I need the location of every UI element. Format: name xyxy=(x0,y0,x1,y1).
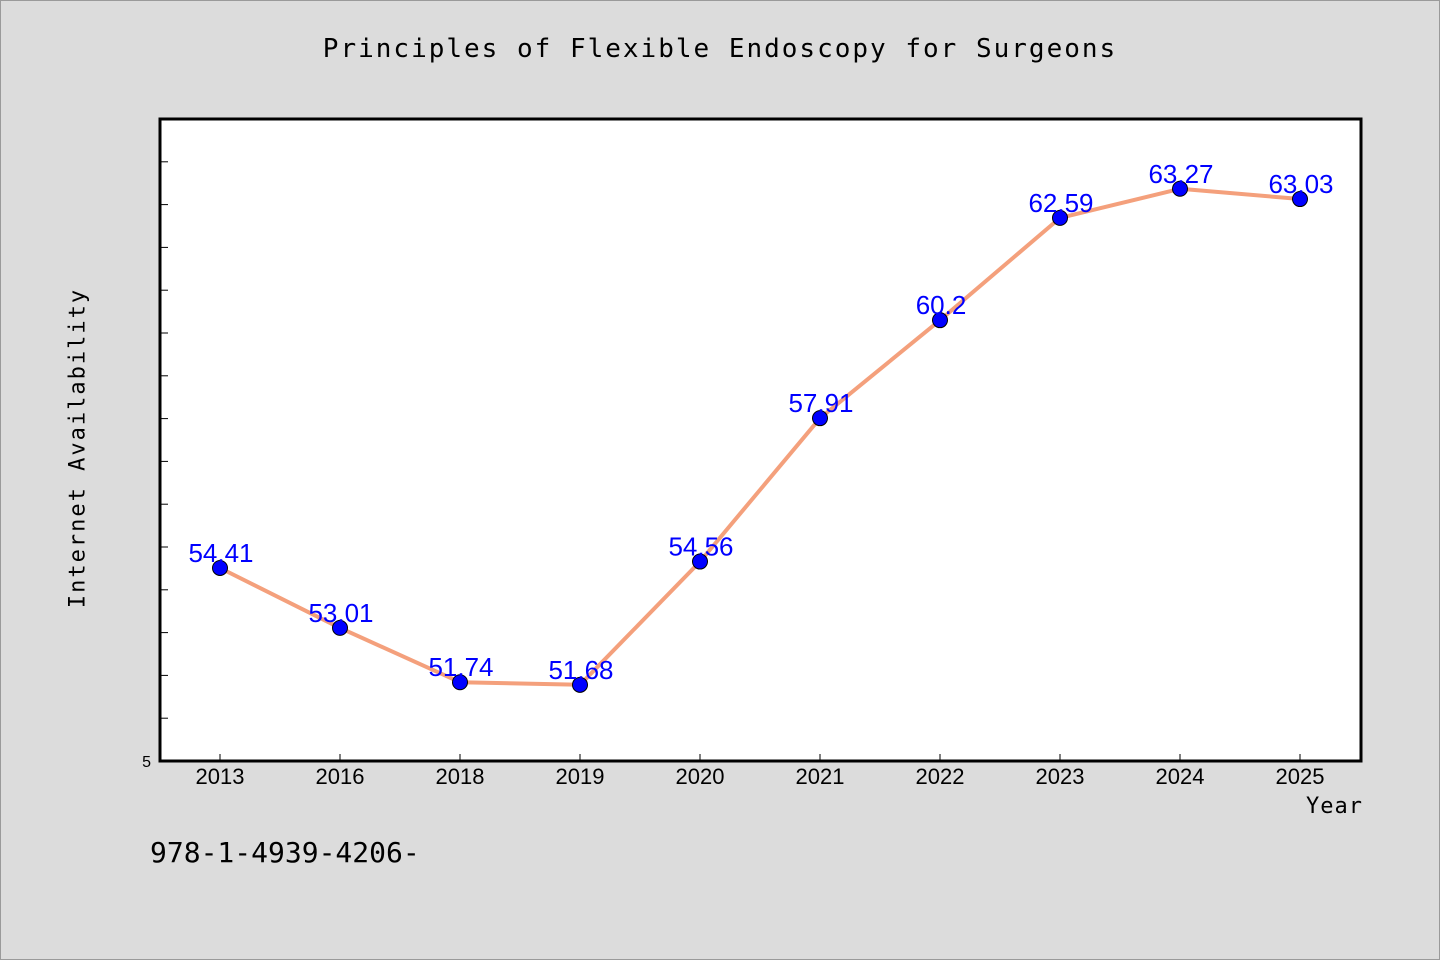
series-line xyxy=(219,186,1301,687)
data-label: 62.59 xyxy=(1028,188,1093,218)
data-label: 63.03 xyxy=(1268,169,1333,199)
x-axis-ticks: 2013 2016 2018 2019 2020 2021 2022 2023 2024 2025 xyxy=(196,754,1325,789)
x-tick-label: 2020 xyxy=(676,764,725,789)
data-point xyxy=(1052,209,1068,226)
series-line-path xyxy=(219,186,1301,687)
x-tick-label: 2013 xyxy=(196,764,245,789)
data-label: 51.68 xyxy=(548,655,613,685)
data-point xyxy=(812,410,828,427)
series-markers xyxy=(212,180,1308,693)
data-point xyxy=(572,676,588,693)
y-axis-ticks: 5 xyxy=(142,161,168,771)
x-tick-label: 2024 xyxy=(1156,764,1205,789)
isbn-caption: 978-1-4939-4206- xyxy=(150,836,420,869)
x-tick-label: 2025 xyxy=(1276,764,1325,789)
data-point xyxy=(1172,180,1188,197)
data-label: 57.91 xyxy=(788,388,853,418)
data-label: 54.41 xyxy=(188,538,253,568)
data-point xyxy=(212,559,228,576)
plot-area xyxy=(158,117,1363,763)
data-point xyxy=(692,553,708,570)
chart-title: Principles of Flexible Endoscopy for Sur… xyxy=(322,34,1118,64)
x-tick-label: 2018 xyxy=(436,764,485,789)
x-tick-label: 2022 xyxy=(916,764,965,789)
data-label: 63.27 xyxy=(1148,159,1213,189)
data-point xyxy=(1292,191,1308,208)
x-tick-label: 2023 xyxy=(1036,764,1085,789)
x-axis-label: Year xyxy=(1306,794,1363,819)
data-label: 60.2 xyxy=(916,290,967,320)
x-tick-label: 2021 xyxy=(796,764,845,789)
data-point xyxy=(932,312,948,329)
data-label: 51.74 xyxy=(428,652,493,682)
data-labels: 54.41 53.01 51.74 51.68 54.56 57.91 60.2 62.59 6… xyxy=(188,159,1333,685)
data-label: 53.01 xyxy=(308,598,373,628)
x-tick-label: 2016 xyxy=(316,764,365,789)
data-point xyxy=(452,674,468,691)
data-label: 54.56 xyxy=(668,532,733,562)
x-tick-label: 2019 xyxy=(556,764,605,789)
y-min-label: 5 xyxy=(142,754,151,771)
data-point xyxy=(332,619,348,636)
